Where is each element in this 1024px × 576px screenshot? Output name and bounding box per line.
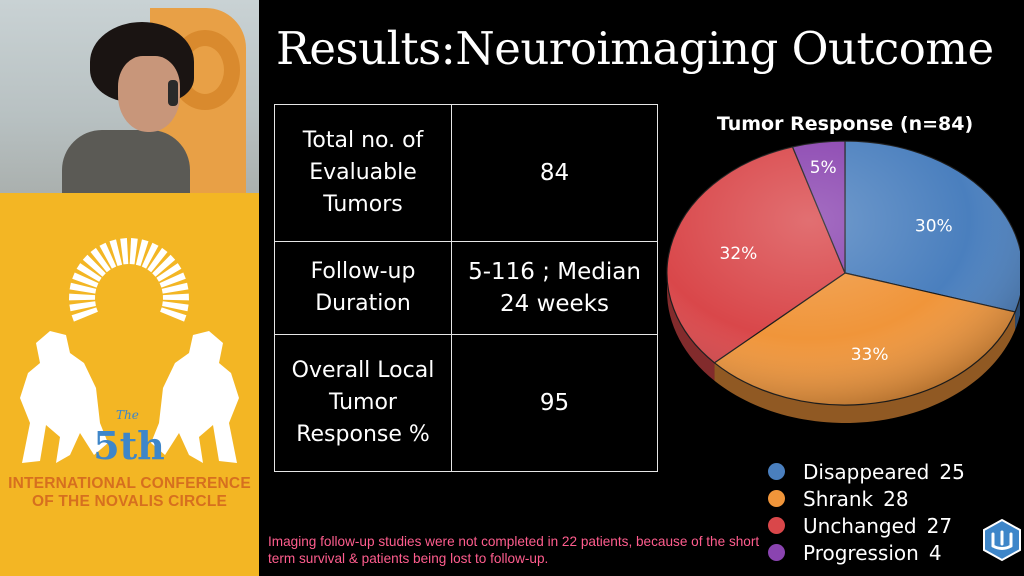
- table-row: Follow-up Duration 5-116 ; Median 24 wee…: [274, 241, 658, 335]
- conference-name-line1: INTERNATIONAL CONFERENCE: [8, 475, 251, 492]
- speaker-video: [0, 0, 259, 193]
- legend-item: Disappeared 25: [768, 458, 1018, 485]
- legend-label: Disappeared: [803, 459, 930, 484]
- sun-ray: [159, 272, 186, 288]
- legend-label: Shrank: [803, 486, 874, 511]
- sun-ray: [76, 263, 102, 282]
- sun-ray: [109, 239, 123, 266]
- row-label: Follow-up Duration: [274, 241, 452, 335]
- row-label: Total no. of Evaluable Tumors: [274, 103, 452, 243]
- legend-label: Unchanged: [803, 513, 917, 538]
- legend-swatch: [768, 463, 785, 480]
- sun-ray: [99, 242, 117, 269]
- conference-logo: The 5th: [20, 238, 239, 468]
- legend-value: 25: [939, 459, 965, 484]
- legend-item: Unchanged 27: [768, 512, 1018, 539]
- legend-label: Progression: [803, 540, 919, 565]
- sun-ray: [161, 282, 189, 294]
- left-lion-icon: [20, 331, 108, 463]
- table-row: Overall Local Tumor Response % 95: [274, 333, 658, 473]
- sun-ray: [135, 239, 149, 266]
- legend-value: 4: [928, 540, 942, 565]
- sun-ray: [152, 254, 176, 277]
- sun-ray: [69, 293, 96, 301]
- legend-item: Progression 4: [768, 539, 1018, 566]
- chart-legend: Disappeared 25 Shrank 28 Unchanged 27 Pr…: [768, 458, 1018, 566]
- conference-sidebar: The 5th INTERNATIONAL CONFERENCE OF THE …: [0, 193, 259, 576]
- sun-ray: [72, 272, 99, 288]
- sun-ray: [156, 263, 182, 282]
- pie-slice-label: 5%: [810, 158, 837, 178]
- legend-swatch: [768, 490, 785, 507]
- sun-ray: [141, 242, 159, 269]
- pie-slice-label: 33%: [851, 345, 889, 365]
- pie-slice-label: 32%: [720, 244, 758, 264]
- row-value: 95: [451, 333, 658, 473]
- brand-logo-icon: [983, 518, 1021, 562]
- microphone: [168, 80, 178, 106]
- pie-slice-label: 30%: [915, 216, 953, 236]
- tumor-response-pie-chart: Tumor Response (n=84) 30% 33% 32% 5%: [666, 113, 1020, 423]
- sun-ray: [120, 238, 129, 265]
- edition-number: 5th: [93, 423, 165, 468]
- right-lion-icon: [151, 331, 239, 463]
- conference-name-line2: OF THE NOVALIS CIRCLE: [31, 493, 228, 510]
- legend-value: 27: [926, 513, 953, 538]
- legend-swatch: [768, 544, 785, 561]
- sun-ray: [82, 254, 106, 277]
- sun-ray: [69, 301, 96, 312]
- slide-title: Results:Neuroimaging Outcome: [276, 22, 994, 75]
- sun-ray: [69, 282, 97, 294]
- sun-ray: [162, 293, 189, 301]
- legend-swatch: [768, 517, 785, 534]
- table-row: Total no. of Evaluable Tumors 84: [274, 103, 658, 243]
- sun-ray: [90, 247, 111, 273]
- sun-ray: [147, 247, 168, 273]
- legend-value: 28: [883, 486, 909, 511]
- sun-ray: [71, 307, 98, 322]
- sun-ray: [162, 301, 189, 312]
- edition-superscript: The: [116, 408, 139, 422]
- speaker-body: [62, 130, 190, 193]
- chart-title: Tumor Response (n=84): [717, 113, 973, 135]
- summary-table: Total no. of Evaluable Tumors 84 Follow-…: [274, 103, 658, 473]
- row-value: 5-116 ; Median 24 weeks: [451, 241, 658, 335]
- sun-ray: [160, 307, 187, 322]
- legend-item: Shrank 28: [768, 485, 1018, 512]
- row-label: Overall Local Tumor Response %: [274, 333, 452, 473]
- row-value: 84: [451, 103, 658, 243]
- sun-ray: [129, 238, 138, 265]
- footnote: Imaging follow-up studies were not compl…: [268, 534, 760, 566]
